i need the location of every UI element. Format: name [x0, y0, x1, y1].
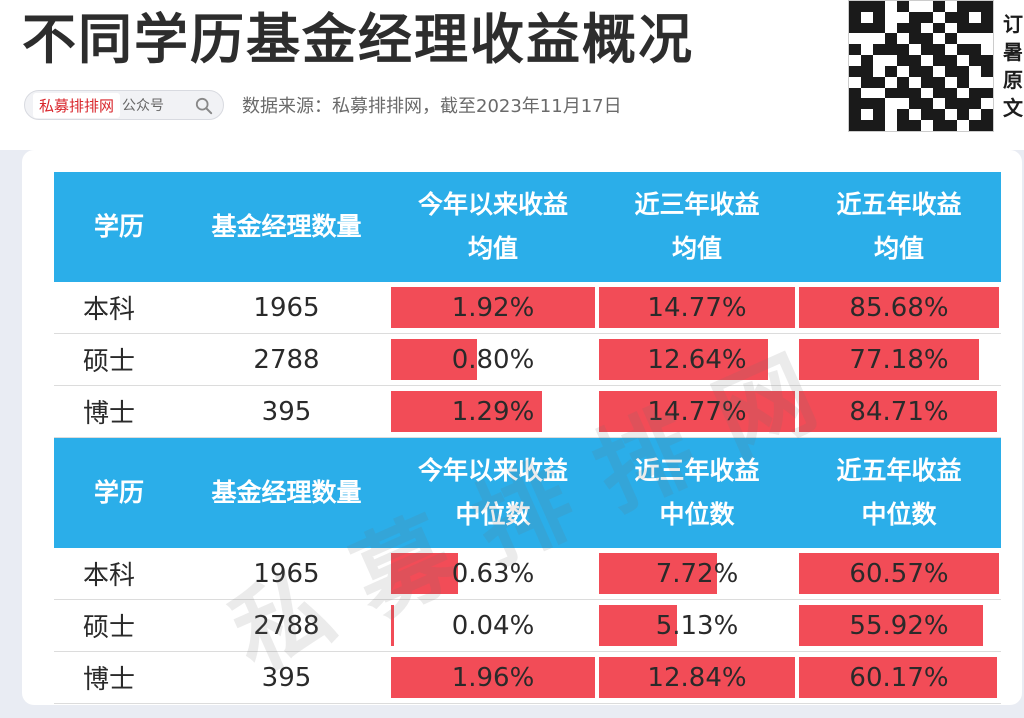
source-row: 私募排排网 公众号 数据来源：私募排排网，截至2023年11月17日: [24, 88, 622, 122]
table-row: 硕士 2788 0.80% 12.64% 77.18%: [54, 333, 1001, 386]
return-value: 1.92%: [451, 292, 535, 323]
table-row: 本科 1965 0.63% 7.72% 60.57%: [54, 548, 1001, 600]
return-value: 0.80%: [451, 344, 535, 375]
return-value: 84.71%: [849, 396, 949, 427]
return-cell-y3: 7.72%: [597, 548, 797, 600]
page-title: 不同学历基金经理收益概况: [22, 8, 694, 71]
data-bar: [391, 553, 459, 594]
data-bar: [599, 339, 768, 380]
data-bar: [799, 339, 979, 380]
column-header: 基金经理数量: [184, 437, 389, 548]
table-card: 学历 基金经理数量 今年以来收益 均值 近三年收益 均值 近五年收益 均值 本科 1965 1…: [22, 150, 1022, 705]
side-char: 订: [1003, 12, 1023, 36]
return-cell-y3: 5.13%: [597, 599, 797, 652]
return-value: 14.77%: [647, 292, 747, 323]
return-cell-y5: 60.17%: [797, 651, 1001, 704]
manager-count-cell: 1965: [184, 548, 389, 600]
return-cell-y3: 14.77%: [597, 385, 797, 438]
side-char: 原: [1003, 68, 1023, 92]
data-bar: [799, 287, 999, 328]
return-value: 0.63%: [451, 558, 535, 589]
return-value: 7.72%: [655, 558, 739, 589]
manager-count-cell: 395: [184, 385, 389, 438]
return-cell-y5: 85.68%: [797, 282, 1001, 334]
data-bar: [599, 657, 795, 698]
data-bar: [391, 657, 595, 698]
data-bar: [599, 391, 795, 432]
return-cell-ytd: 1.92%: [389, 282, 597, 334]
return-cell-ytd: 1.29%: [389, 385, 597, 438]
manager-count-cell: 2788: [184, 333, 389, 386]
return-cell-y5: 84.71%: [797, 385, 1001, 438]
side-caption: 订 暑 原 文: [1003, 10, 1024, 122]
return-value: 85.68%: [849, 292, 949, 323]
return-value: 5.13%: [655, 610, 739, 641]
return-cell-y5: 77.18%: [797, 333, 1001, 386]
return-cell-ytd: 1.96%: [389, 651, 597, 704]
return-value: 55.92%: [849, 610, 949, 641]
wechat-search-box[interactable]: 私募排排网 公众号: [24, 90, 224, 120]
manager-count-cell: 395: [184, 651, 389, 704]
data-source-note: 数据来源：私募排排网，截至2023年11月17日: [242, 96, 622, 117]
column-header: 近三年收益 中位数: [597, 437, 797, 548]
table-header-row: 学历 基金经理数量 今年以来收益 均值 近三年收益 均值 近五年收益 均值: [54, 172, 1001, 282]
returns-table: 学历 基金经理数量 今年以来收益 均值 近三年收益 均值 近五年收益 均值 本科 1965 1…: [54, 172, 1001, 704]
data-bar: [391, 605, 394, 646]
data-bar: [391, 339, 477, 380]
side-char: 文: [1003, 96, 1023, 120]
search-suffix-label: 公众号: [122, 98, 165, 114]
qr-code[interactable]: [848, 0, 994, 132]
return-cell-ytd: 0.63%: [389, 548, 597, 600]
column-header: 近五年收益 中位数: [797, 437, 1001, 548]
table-row: 博士 395 1.29% 14.77% 84.71%: [54, 385, 1001, 438]
data-bar: [799, 553, 999, 594]
search-brand-label: 私募排排网: [33, 92, 121, 118]
return-value: 12.64%: [647, 344, 747, 375]
return-cell-y5: 55.92%: [797, 599, 1001, 652]
return-value: 1.96%: [451, 662, 535, 693]
table-row: 硕士 2788 0.04% 5.13% 55.92%: [54, 599, 1001, 652]
column-header: 近三年收益 均值: [597, 172, 797, 282]
table-row: 博士 395 1.96% 12.84% 60.17%: [54, 651, 1001, 704]
return-value: 12.84%: [647, 662, 747, 693]
education-cell: 博士: [54, 651, 184, 704]
data-bar: [599, 553, 717, 594]
column-header: 基金经理数量: [184, 172, 389, 282]
manager-count-cell: 2788: [184, 599, 389, 652]
return-value: 1.29%: [451, 396, 535, 427]
education-cell: 本科: [54, 548, 184, 600]
return-value: 14.77%: [647, 396, 747, 427]
education-cell: 硕士: [54, 599, 184, 652]
return-value: 60.17%: [849, 662, 949, 693]
side-char: 暑: [1003, 40, 1023, 64]
data-bar: [599, 605, 678, 646]
data-bar: [799, 605, 983, 646]
column-header: 近五年收益 均值: [797, 172, 1001, 282]
return-cell-y3: 12.84%: [597, 651, 797, 704]
return-cell-y5: 60.57%: [797, 548, 1001, 600]
education-cell: 硕士: [54, 333, 184, 386]
return-cell-y3: 12.64%: [597, 333, 797, 386]
data-bar: [391, 287, 595, 328]
return-cell-y3: 14.77%: [597, 282, 797, 334]
manager-count-cell: 1965: [184, 282, 389, 334]
data-bar: [799, 391, 997, 432]
data-bar: [599, 287, 795, 328]
return-value: 60.57%: [849, 558, 949, 589]
return-cell-ytd: 0.04%: [389, 599, 597, 652]
return-cell-ytd: 0.80%: [389, 333, 597, 386]
education-cell: 博士: [54, 385, 184, 438]
return-value: 0.04%: [451, 610, 535, 641]
column-header: 学历: [54, 172, 184, 282]
table-header-row: 学历 基金经理数量 今年以来收益 中位数 近三年收益 中位数 近五年收益 中位数: [54, 437, 1001, 548]
return-value: 77.18%: [849, 344, 949, 375]
column-header: 今年以来收益 均值: [389, 172, 597, 282]
table-row: 本科 1965 1.92% 14.77% 85.68%: [54, 282, 1001, 334]
search-icon[interactable]: [195, 97, 213, 115]
data-bar: [799, 657, 997, 698]
education-cell: 本科: [54, 282, 184, 334]
column-header: 今年以来收益 中位数: [389, 437, 597, 548]
data-bar: [391, 391, 542, 432]
column-header: 学历: [54, 437, 184, 548]
